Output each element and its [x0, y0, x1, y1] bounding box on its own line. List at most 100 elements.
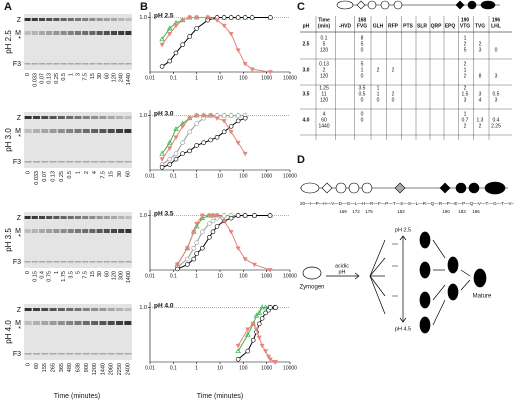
lane-label: 120: [111, 271, 117, 280]
data-point: [263, 310, 268, 316]
data-point: [206, 213, 212, 219]
band: [60, 31, 67, 35]
band-label: Z: [17, 115, 22, 122]
data-point: [167, 58, 173, 64]
table-cell: 2: [377, 67, 380, 73]
lane-label: 1: [75, 171, 81, 174]
band: [66, 353, 74, 355]
table-header: EPQ: [445, 23, 456, 29]
band: [99, 129, 107, 133]
data-point: [159, 42, 165, 48]
table-cell: 4: [479, 97, 482, 103]
band: [118, 63, 125, 65]
x-tick-label: 0.01: [145, 273, 155, 279]
data-point: [259, 343, 265, 349]
band: [96, 261, 103, 263]
x-tick-label: 1: [195, 273, 198, 279]
lane-label: 365: [59, 363, 65, 372]
band: [41, 308, 49, 311]
band: [103, 229, 110, 233]
band: [67, 216, 74, 219]
lane-label: 0: [26, 363, 32, 366]
data-point: [214, 134, 220, 140]
band: [118, 216, 125, 219]
band: [99, 321, 107, 325]
band: [57, 321, 65, 325]
lane-label: 0.5: [61, 73, 67, 81]
table-cell: 60: [321, 117, 327, 123]
band: [67, 63, 74, 65]
band: [82, 116, 90, 119]
data-point: [250, 322, 256, 327]
lane-label: 0.75: [47, 271, 53, 282]
lane-label: 0.033: [32, 73, 38, 87]
band: [24, 229, 31, 233]
data-point: [267, 268, 273, 273]
band: [60, 18, 67, 21]
band: [24, 116, 32, 119]
band: [24, 216, 31, 219]
band: [74, 63, 82, 65]
band: [89, 229, 96, 233]
table-cell: 8: [479, 73, 482, 79]
lane-label: 2: [84, 171, 90, 174]
data-point: [235, 356, 241, 362]
table-cell: 5: [361, 41, 364, 47]
table-cell: 2: [392, 67, 395, 73]
band: [124, 116, 132, 119]
lane-label: 4: [92, 171, 98, 174]
band: [82, 216, 89, 219]
residue-number: 175: [365, 209, 373, 214]
data-point: [185, 262, 190, 267]
data-point: [214, 18, 220, 23]
x-axis-title: Time (minutes): [54, 393, 100, 400]
band: [57, 353, 65, 355]
lane-label: 30: [97, 271, 103, 277]
table-cell: 2: [323, 67, 326, 73]
band: [124, 308, 132, 311]
gel: [24, 304, 132, 360]
band: [89, 31, 96, 35]
band: [66, 116, 74, 119]
lane-label: 60: [34, 363, 40, 369]
band: [60, 261, 67, 263]
gel: [24, 14, 132, 70]
data-point: [205, 15, 211, 21]
data-point: [228, 215, 234, 221]
data-point: [194, 121, 199, 126]
data-point: [173, 126, 179, 132]
data-point: [228, 124, 234, 129]
band: [67, 18, 74, 21]
data-point: [214, 116, 220, 121]
data-point: [180, 124, 186, 130]
lane-label: 0.15: [32, 271, 38, 282]
data-point: [187, 129, 192, 135]
band-label: F3: [13, 159, 21, 166]
band: [32, 116, 40, 119]
path-label: pH 4.5: [395, 326, 411, 332]
table-cell: 2: [464, 61, 467, 67]
band: [57, 308, 65, 311]
table-cell: 5: [361, 61, 364, 67]
band: [91, 129, 99, 133]
band: [99, 116, 107, 119]
data-point: [175, 266, 180, 272]
plot-label: pH 3.5: [154, 211, 174, 218]
table-cell: 1: [377, 85, 380, 91]
table-cell: 2.5: [303, 41, 310, 47]
table-header: GLH: [373, 23, 384, 29]
band: [74, 261, 82, 263]
band: [60, 63, 67, 65]
plot-label: pH 4.0: [154, 303, 174, 310]
data-point: [235, 246, 241, 251]
table-cell: 0: [361, 97, 364, 103]
band: [107, 129, 115, 133]
pathway-scheme: [302, 231, 487, 334]
band: [89, 18, 96, 21]
data-point: [180, 140, 185, 146]
band: [32, 161, 40, 163]
y-tick-label: 1.0: [139, 305, 147, 311]
band: [125, 261, 132, 263]
ph-label: pH 2.5: [4, 30, 13, 54]
band: [38, 261, 46, 263]
